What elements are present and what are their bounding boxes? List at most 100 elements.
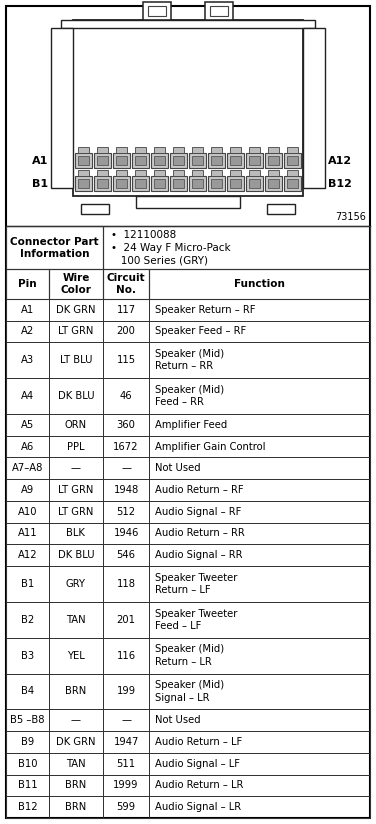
Bar [49,709,103,731]
Bar [103,342,149,378]
Bar [103,321,149,342]
Text: Speaker (Mid)
Return – RR: Speaker (Mid) Return – RR [155,349,224,372]
Bar [97,179,108,188]
Text: 511: 511 [117,759,136,769]
Bar [149,522,370,545]
Text: B11: B11 [18,780,37,790]
Text: —: — [71,715,81,725]
Text: A12: A12 [328,156,352,166]
Bar [49,731,103,753]
Text: Audio Signal – LR: Audio Signal – LR [155,802,241,812]
Text: 199: 199 [117,686,136,696]
Bar [6,226,103,269]
Bar [132,176,149,191]
Bar [227,176,244,191]
Bar [268,156,279,165]
Text: A11: A11 [18,528,37,538]
Text: •  12110088
•  24 Way F Micro-Pack
   100 Series (GRY): • 12110088 • 24 Way F Micro-Pack 100 Ser… [111,231,230,265]
Text: Speaker Tweeter
Return – LF: Speaker Tweeter Return – LF [155,573,238,595]
Text: Speaker Feed – RF: Speaker Feed – RF [155,326,247,336]
Bar [113,176,130,191]
Bar [97,147,108,153]
Bar [6,342,49,378]
Text: 1948: 1948 [114,485,139,495]
Bar [135,170,146,176]
Text: A5: A5 [21,419,34,430]
Text: B12: B12 [328,179,352,189]
Text: 599: 599 [117,802,136,812]
Bar [49,414,103,436]
Text: ORN: ORN [65,419,87,430]
Bar [49,638,103,673]
Text: 1946: 1946 [114,528,139,538]
Text: 118: 118 [117,579,136,589]
Bar [6,378,49,414]
Text: B12: B12 [18,802,37,812]
Bar [51,28,73,188]
Bar [6,796,49,818]
Bar [103,602,149,638]
Bar [6,522,49,545]
Bar [149,796,370,818]
Bar [149,342,370,378]
Text: BRN: BRN [65,686,86,696]
Text: LT GRN: LT GRN [58,507,94,517]
Bar [192,147,203,153]
Bar [230,170,241,176]
Bar [6,269,49,299]
Bar [6,457,49,479]
Text: TAN: TAN [66,615,86,625]
Bar [211,147,222,153]
Bar [268,179,279,188]
Bar [6,638,49,673]
Bar [116,147,127,153]
Bar [103,731,149,753]
Bar [6,545,49,566]
Text: A10: A10 [18,507,37,517]
Bar [49,269,103,299]
Bar [97,170,108,176]
Bar [6,775,49,796]
Bar [103,673,149,709]
Bar [230,147,241,153]
Bar [227,153,244,168]
Bar [103,638,149,673]
Bar [103,269,149,299]
Text: Audio Signal – RR: Audio Signal – RR [155,550,243,560]
Text: 73156: 73156 [335,212,366,222]
Bar [6,479,49,501]
Bar [49,775,103,796]
Bar [49,457,103,479]
Bar [149,501,370,522]
Bar [6,436,49,457]
Bar [246,153,263,168]
Bar [287,147,298,153]
Bar [49,321,103,342]
Text: B1: B1 [32,179,48,189]
Text: —: — [121,715,131,725]
Text: LT GRN: LT GRN [58,485,94,495]
Bar [6,753,49,775]
Bar [170,176,187,191]
Bar [49,602,103,638]
Bar [116,179,127,188]
Text: Speaker Return – RF: Speaker Return – RF [155,305,256,315]
Text: 1947: 1947 [114,737,139,747]
Bar [149,436,370,457]
Text: Audio Return – RR: Audio Return – RR [155,528,245,538]
Text: YEL: YEL [67,651,85,661]
Bar [284,176,301,191]
Bar [94,153,111,168]
Bar [49,299,103,321]
Text: Amplifier Feed: Amplifier Feed [155,419,227,430]
Bar [149,269,370,299]
Text: 200: 200 [117,326,136,336]
Bar [208,153,225,168]
Bar [173,179,184,188]
Bar [249,170,260,176]
Bar [192,170,203,176]
Bar [192,156,203,165]
Bar [61,20,315,28]
Bar [249,156,260,165]
Text: Audio Return – LR: Audio Return – LR [155,780,244,790]
